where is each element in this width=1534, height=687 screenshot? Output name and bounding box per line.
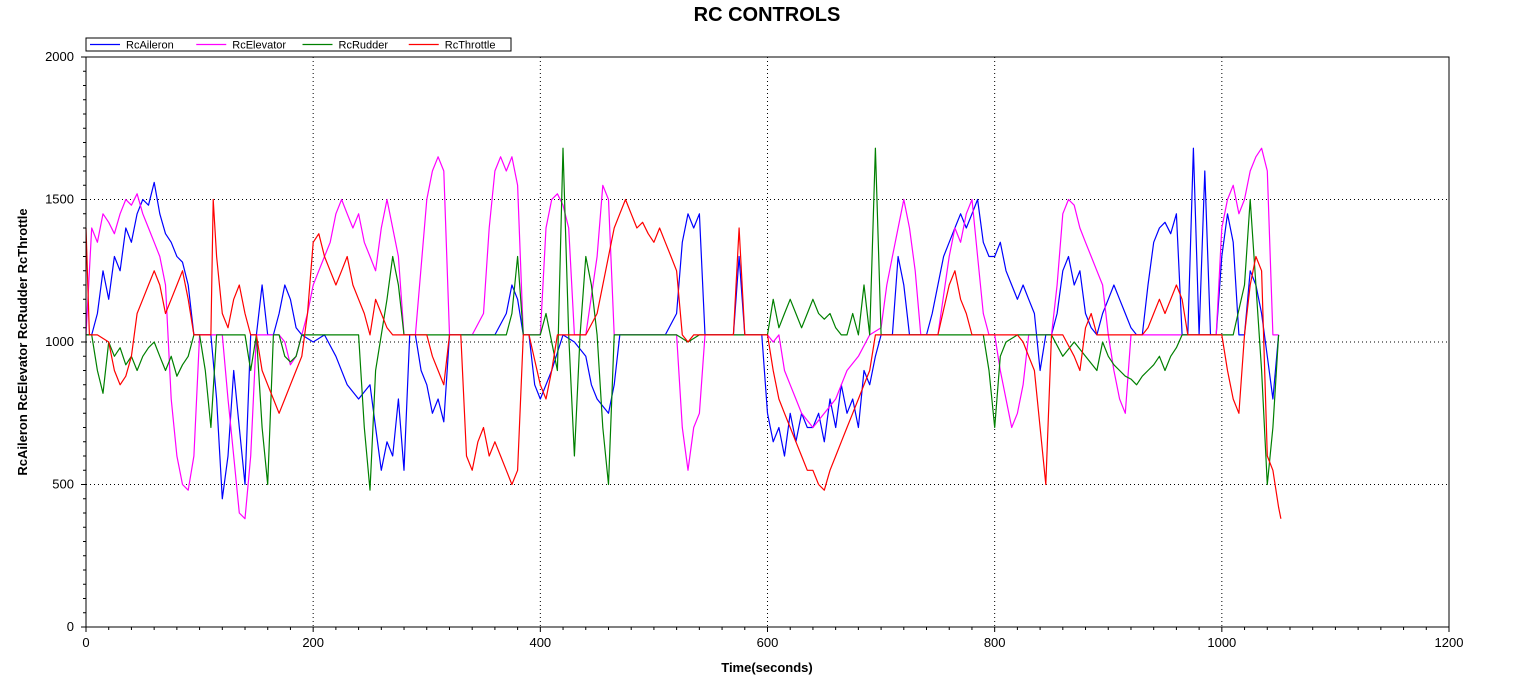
series-line-rcrudder xyxy=(86,147,1280,491)
legend-label-rcaileron: RcAileron xyxy=(126,40,174,52)
y-tick-label: 1000 xyxy=(45,334,74,349)
series-line-rcthrottle xyxy=(85,198,1282,519)
x-tick-label: 400 xyxy=(529,635,551,650)
y-tick-label: 2000 xyxy=(45,49,74,64)
chart-title: RC CONTROLS xyxy=(694,4,841,26)
y-tick-label: 1500 xyxy=(45,192,74,207)
x-tick-label: 800 xyxy=(984,635,1006,650)
legend-label-rcrudder: RcRudder xyxy=(339,40,389,52)
y-tick-label: 0 xyxy=(67,619,74,634)
x-tick-label: 1200 xyxy=(1435,635,1464,650)
y-tick-label: 500 xyxy=(52,477,74,492)
x-tick-label: 200 xyxy=(302,635,324,650)
x-tick-label: 600 xyxy=(757,635,779,650)
legend-label-rcthrottle: RcThrottle xyxy=(445,40,496,52)
legend-label-rcelevator: RcElevator xyxy=(232,40,286,52)
x-axis-label: Time(seconds) xyxy=(721,660,813,675)
legend-box xyxy=(85,37,512,52)
legend: RcAileron RcElevator RcRudder RcThrottle xyxy=(85,37,512,52)
series-layer xyxy=(85,147,1282,520)
axis-ticks: 0 200 400 600 800 1000 1200 0 500 1000 1500 2000 xyxy=(45,49,1463,650)
x-tick-label: 1000 xyxy=(1207,635,1236,650)
x-tick-label: 0 xyxy=(82,635,89,650)
y-axis-label: RcAileron RcElevator RcRudder RcThrottle xyxy=(15,208,30,475)
